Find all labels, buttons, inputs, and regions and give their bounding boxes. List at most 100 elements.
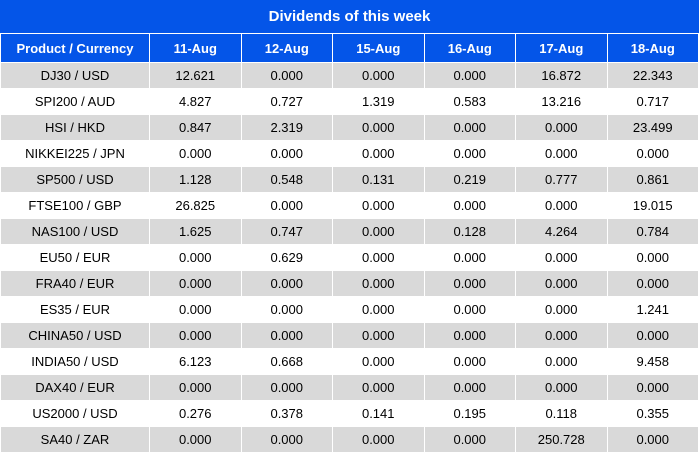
value-cell: 0.000 bbox=[515, 192, 608, 219]
header-date: 18-Aug bbox=[606, 33, 699, 63]
value-cell: 0.000 bbox=[606, 322, 699, 349]
value-cell: 0.000 bbox=[332, 296, 425, 323]
product-cell: SP500 / USD bbox=[0, 166, 150, 193]
value-cell: 0.583 bbox=[423, 88, 516, 115]
value-cell: 1.319 bbox=[332, 88, 425, 115]
value-cell: 13.216 bbox=[515, 88, 608, 115]
product-cell: INDIA50 / USD bbox=[0, 348, 150, 375]
value-cell: 0.000 bbox=[332, 426, 425, 453]
product-cell: FRA40 / EUR bbox=[0, 270, 150, 297]
value-cell: 0.861 bbox=[606, 166, 699, 193]
value-cell: 0.000 bbox=[423, 114, 516, 141]
value-cell: 0.000 bbox=[240, 62, 333, 89]
value-cell: 22.343 bbox=[606, 62, 699, 89]
value-cell: 0.000 bbox=[332, 140, 425, 167]
value-cell: 0.000 bbox=[332, 270, 425, 297]
value-cell: 26.825 bbox=[149, 192, 242, 219]
value-cell: 0.000 bbox=[515, 270, 608, 297]
table-row: NAS100 / USD 1.625 0.747 0.000 0.128 4.264 0.7… bbox=[0, 218, 699, 245]
value-cell: 23.499 bbox=[606, 114, 699, 141]
value-cell: 0.195 bbox=[423, 400, 516, 427]
product-cell: EU50 / EUR bbox=[0, 244, 150, 271]
product-cell: US2000 / USD bbox=[0, 400, 150, 427]
table-row: FTSE100 / GBP 26.825 0.000 0.000 0.000 0.000 1… bbox=[0, 192, 699, 219]
value-cell: 0.000 bbox=[332, 322, 425, 349]
value-cell: 0.000 bbox=[423, 322, 516, 349]
value-cell: 0.784 bbox=[606, 218, 699, 245]
table-row: DJ30 / USD 12.621 0.000 0.000 0.000 16.872 22.… bbox=[0, 62, 699, 89]
value-cell: 0.000 bbox=[149, 244, 242, 271]
value-cell: 0.000 bbox=[423, 348, 516, 375]
value-cell: 0.141 bbox=[332, 400, 425, 427]
value-cell: 0.000 bbox=[240, 270, 333, 297]
value-cell: 0.000 bbox=[240, 426, 333, 453]
value-cell: 16.872 bbox=[515, 62, 608, 89]
value-cell: 0.000 bbox=[240, 296, 333, 323]
product-cell: DJ30 / USD bbox=[0, 62, 150, 89]
value-cell: 0.378 bbox=[240, 400, 333, 427]
value-cell: 0.000 bbox=[515, 296, 608, 323]
header-date: 12-Aug bbox=[240, 33, 333, 63]
page-title: Dividends of this week bbox=[268, 8, 431, 25]
value-cell: 0.355 bbox=[606, 400, 699, 427]
value-cell: 0.000 bbox=[515, 114, 608, 141]
value-cell: 0.000 bbox=[515, 348, 608, 375]
value-cell: 0.000 bbox=[423, 296, 516, 323]
value-cell: 0.000 bbox=[423, 62, 516, 89]
value-cell: 0.000 bbox=[332, 62, 425, 89]
value-cell: 0.131 bbox=[332, 166, 425, 193]
header-date: 11-Aug bbox=[149, 33, 242, 63]
value-cell: 250.728 bbox=[515, 426, 608, 453]
value-cell: 0.000 bbox=[423, 140, 516, 167]
value-cell: 0.847 bbox=[149, 114, 242, 141]
table-row: CHINA50 / USD 0.000 0.000 0.000 0.000 0.000 0.… bbox=[0, 322, 699, 349]
value-cell: 0.000 bbox=[240, 192, 333, 219]
value-cell: 0.000 bbox=[149, 296, 242, 323]
value-cell: 0.000 bbox=[149, 426, 242, 453]
header-date: 17-Aug bbox=[515, 33, 608, 63]
value-cell: 0.668 bbox=[240, 348, 333, 375]
table-header-row: Product / Currency 11-Aug 12-Aug 15-Aug 16-A… bbox=[0, 33, 699, 63]
title-bar: Dividends of this week bbox=[0, 0, 699, 33]
value-cell: 0.000 bbox=[423, 374, 516, 401]
value-cell: 0.000 bbox=[149, 374, 242, 401]
value-cell: 0.000 bbox=[332, 374, 425, 401]
value-cell: 0.000 bbox=[515, 322, 608, 349]
value-cell: 4.264 bbox=[515, 218, 608, 245]
value-cell: 0.000 bbox=[423, 426, 516, 453]
table-row: INDIA50 / USD 6.123 0.668 0.000 0.000 0.000 9.… bbox=[0, 348, 699, 375]
product-cell: FTSE100 / GBP bbox=[0, 192, 150, 219]
table-row: FRA40 / EUR 0.000 0.000 0.000 0.000 0.000 0.00… bbox=[0, 270, 699, 297]
value-cell: 0.000 bbox=[515, 140, 608, 167]
value-cell: 0.727 bbox=[240, 88, 333, 115]
value-cell: 6.123 bbox=[149, 348, 242, 375]
dividends-table: Product / Currency 11-Aug 12-Aug 15-Aug 16-A… bbox=[0, 33, 699, 453]
value-cell: 0.000 bbox=[606, 270, 699, 297]
value-cell: 0.000 bbox=[240, 374, 333, 401]
table-head: Product / Currency 11-Aug 12-Aug 15-Aug 16-A… bbox=[0, 33, 699, 63]
value-cell: 0.000 bbox=[332, 218, 425, 245]
value-cell: 0.000 bbox=[606, 140, 699, 167]
value-cell: 1.128 bbox=[149, 166, 242, 193]
product-cell: HSI / HKD bbox=[0, 114, 150, 141]
product-cell: ES35 / EUR bbox=[0, 296, 150, 323]
value-cell: 1.241 bbox=[606, 296, 699, 323]
table-row: ES35 / EUR 0.000 0.000 0.000 0.000 0.000 1.241 bbox=[0, 296, 699, 323]
value-cell: 0.000 bbox=[606, 374, 699, 401]
value-cell: 0.000 bbox=[240, 322, 333, 349]
header-date: 16-Aug bbox=[423, 33, 516, 63]
value-cell: 4.827 bbox=[149, 88, 242, 115]
value-cell: 0.000 bbox=[423, 244, 516, 271]
table-row: SP500 / USD 1.128 0.548 0.131 0.219 0.777 0.86… bbox=[0, 166, 699, 193]
header-date: 15-Aug bbox=[332, 33, 425, 63]
value-cell: 0.000 bbox=[332, 348, 425, 375]
value-cell: 0.000 bbox=[606, 244, 699, 271]
value-cell: 0.000 bbox=[149, 270, 242, 297]
table-row: NIKKEI225 / JPN 0.000 0.000 0.000 0.000 0.000… bbox=[0, 140, 699, 167]
value-cell: 0.000 bbox=[606, 426, 699, 453]
value-cell: 0.000 bbox=[423, 270, 516, 297]
value-cell: 0.000 bbox=[423, 192, 516, 219]
value-cell: 0.118 bbox=[515, 400, 608, 427]
value-cell: 9.458 bbox=[606, 348, 699, 375]
